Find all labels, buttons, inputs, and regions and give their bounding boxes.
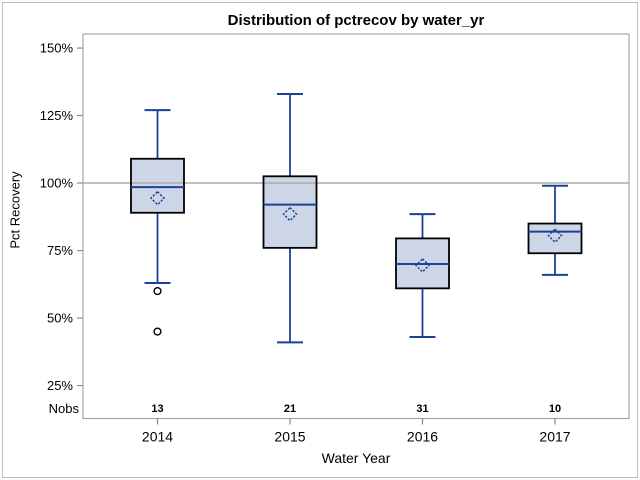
outlier-2014 [153, 286, 162, 296]
box-fill-2015 [263, 176, 317, 248]
box-border-2017 [527, 222, 583, 255]
y-tick-label: 150% [40, 41, 74, 56]
mean-marker-2017 [547, 228, 563, 244]
y-tick-label: 100% [40, 176, 74, 191]
nobs-value-2015: 21 [284, 403, 296, 415]
chart-title: Distribution of pctrecov by water_yr [227, 12, 485, 29]
nobs-row-label: Nobs [48, 401, 79, 416]
x-tick-label: 2014 [142, 429, 173, 445]
box-fill-2017 [528, 223, 582, 254]
nobs-value-2017: 10 [549, 403, 561, 415]
outlier-2014 [153, 327, 162, 336]
plot-frame [82, 33, 630, 420]
box-border-2015 [262, 175, 318, 249]
y-tick-label: 50% [47, 311, 73, 326]
x-tick-label: 2017 [539, 429, 570, 445]
box-border-2014 [130, 157, 185, 214]
box-fill-2014 [131, 158, 184, 213]
x-axis-title: Water Year [321, 450, 391, 466]
y-tick-label: 25% [47, 378, 73, 393]
x-tick-label: 2015 [274, 429, 305, 445]
y-tick-label: 75% [47, 243, 73, 258]
mean-marker-2016 [414, 257, 431, 273]
mean-marker-2014 [149, 190, 166, 206]
nobs-value-2014: 13 [151, 403, 163, 415]
mean-marker-2015 [282, 206, 298, 222]
nobs-value-2016: 31 [416, 403, 428, 415]
x-tick-label: 2016 [407, 429, 438, 445]
y-tick-label: 125% [40, 108, 74, 123]
